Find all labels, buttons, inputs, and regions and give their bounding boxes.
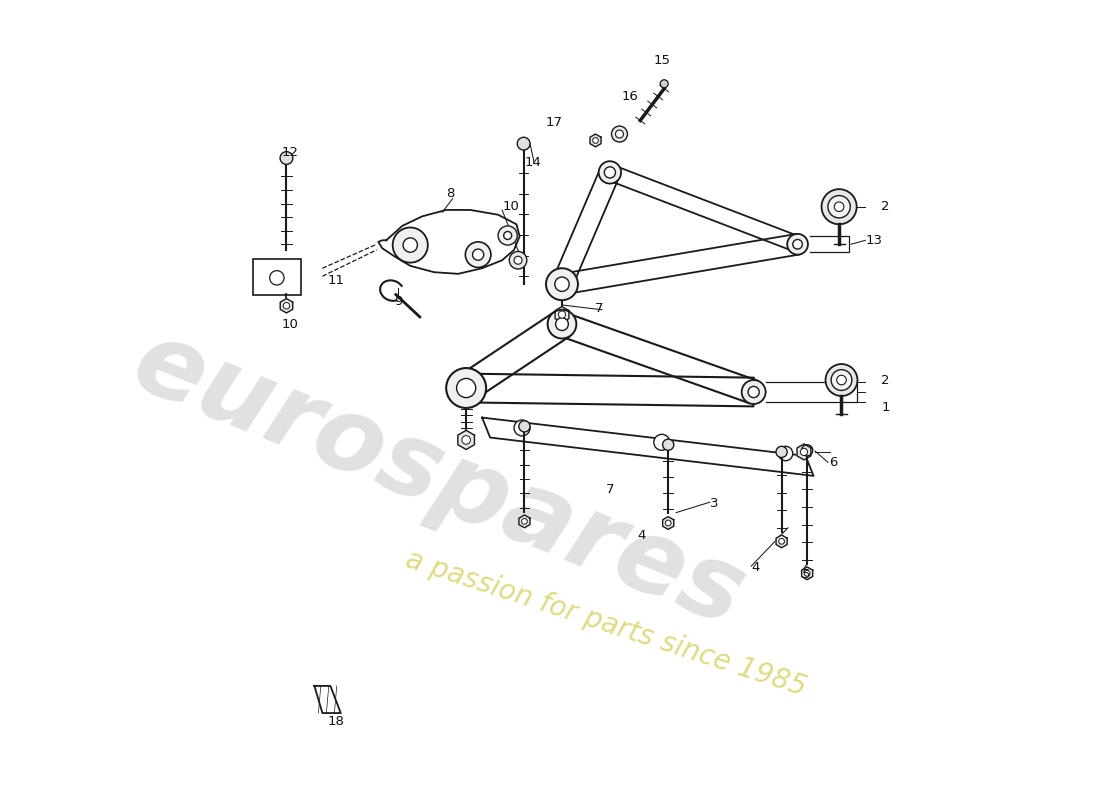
Circle shape (403, 238, 417, 252)
Polygon shape (552, 168, 619, 288)
Circle shape (598, 162, 622, 183)
Circle shape (447, 368, 486, 408)
Polygon shape (459, 312, 570, 400)
Text: 8: 8 (446, 187, 454, 201)
Text: 2: 2 (881, 200, 890, 214)
Text: 3: 3 (710, 498, 718, 510)
Circle shape (473, 249, 484, 260)
Circle shape (559, 311, 565, 318)
Circle shape (498, 226, 517, 245)
Circle shape (779, 446, 793, 461)
Circle shape (465, 242, 491, 267)
Text: 11: 11 (328, 274, 345, 286)
Circle shape (666, 520, 671, 526)
Text: 5: 5 (802, 567, 810, 581)
Text: 7: 7 (606, 483, 615, 496)
Text: 1: 1 (881, 402, 890, 414)
Circle shape (519, 421, 530, 432)
Circle shape (662, 439, 674, 450)
Circle shape (822, 189, 857, 224)
Polygon shape (280, 298, 293, 313)
Text: 9: 9 (394, 295, 403, 308)
Circle shape (612, 126, 627, 142)
Circle shape (462, 436, 471, 444)
Text: 14: 14 (525, 155, 541, 169)
Circle shape (834, 202, 844, 211)
Text: 13: 13 (866, 234, 882, 246)
Text: 4: 4 (751, 562, 760, 574)
Polygon shape (798, 444, 811, 460)
Circle shape (548, 310, 576, 338)
Circle shape (514, 420, 530, 436)
Circle shape (283, 302, 289, 309)
Circle shape (504, 231, 512, 239)
Circle shape (804, 570, 810, 576)
Circle shape (788, 234, 808, 254)
Circle shape (514, 256, 522, 264)
Polygon shape (519, 515, 530, 528)
Text: 10: 10 (282, 318, 299, 330)
Polygon shape (466, 374, 754, 406)
Polygon shape (802, 567, 813, 580)
Text: 10: 10 (502, 200, 519, 214)
Text: 16: 16 (621, 90, 638, 103)
Circle shape (546, 268, 578, 300)
Text: 6: 6 (829, 456, 838, 469)
Polygon shape (558, 313, 758, 403)
Circle shape (801, 448, 807, 455)
Circle shape (616, 130, 624, 138)
Polygon shape (458, 430, 474, 450)
Circle shape (832, 370, 851, 390)
Circle shape (554, 277, 569, 291)
Polygon shape (560, 234, 800, 294)
Polygon shape (607, 165, 801, 252)
Text: 12: 12 (282, 146, 299, 159)
Circle shape (776, 446, 788, 458)
Circle shape (793, 239, 802, 249)
Circle shape (802, 445, 813, 456)
Text: 4: 4 (638, 530, 646, 542)
Circle shape (270, 270, 284, 285)
Polygon shape (590, 134, 601, 147)
Text: a passion for parts since 1985: a passion for parts since 1985 (402, 546, 810, 702)
Polygon shape (378, 210, 519, 274)
Circle shape (779, 538, 784, 544)
Text: 18: 18 (328, 714, 344, 727)
Circle shape (521, 518, 527, 524)
Text: 15: 15 (653, 54, 670, 67)
Circle shape (653, 434, 670, 450)
Circle shape (280, 152, 293, 165)
Polygon shape (482, 418, 814, 476)
Text: 17: 17 (546, 115, 562, 129)
Circle shape (837, 375, 846, 385)
Circle shape (593, 138, 598, 143)
Circle shape (828, 195, 850, 218)
Polygon shape (315, 686, 341, 713)
Circle shape (741, 380, 766, 404)
Text: 7: 7 (595, 302, 603, 314)
Circle shape (393, 227, 428, 262)
Circle shape (748, 386, 759, 398)
Circle shape (660, 80, 668, 88)
Circle shape (556, 318, 569, 330)
Circle shape (825, 364, 858, 396)
Polygon shape (662, 517, 673, 530)
Text: eurospares: eurospares (118, 311, 758, 648)
Polygon shape (777, 535, 788, 548)
Circle shape (509, 251, 527, 269)
Circle shape (456, 378, 475, 398)
FancyBboxPatch shape (253, 258, 300, 295)
Circle shape (517, 138, 530, 150)
Polygon shape (556, 306, 569, 322)
Text: 2: 2 (881, 374, 890, 386)
Circle shape (604, 167, 616, 178)
